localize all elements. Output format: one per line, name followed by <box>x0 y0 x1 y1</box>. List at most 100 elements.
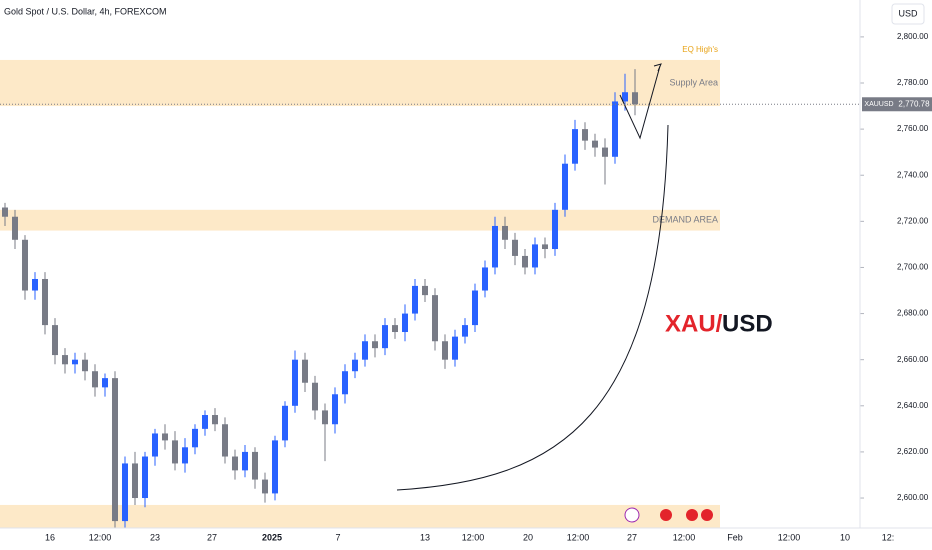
candle-body <box>422 285 428 296</box>
candle-body <box>442 341 448 360</box>
candle-body <box>352 359 358 372</box>
candle-body <box>2 207 8 217</box>
candle-body <box>22 239 28 291</box>
candle-body <box>622 92 628 102</box>
candle-body <box>332 394 338 425</box>
candle-body <box>152 433 158 457</box>
currency-button[interactable] <box>891 3 925 25</box>
x-tick-label: 27 <box>207 532 217 542</box>
x-tick-label: 12: <box>882 532 895 542</box>
event-icon[interactable] <box>660 509 672 521</box>
candle-body <box>222 424 228 457</box>
candle-body <box>142 456 148 499</box>
candle-body <box>122 463 128 522</box>
currency[interactable]: USD <box>898 8 918 18</box>
candle-body <box>342 371 348 395</box>
candle-body <box>412 285 418 314</box>
candle-body <box>322 410 328 425</box>
y-tick-label: 2,720.00 <box>897 216 929 225</box>
y-tick-label: 2,620.00 <box>897 447 929 456</box>
candle-body <box>582 129 588 141</box>
candle-body <box>32 278 38 291</box>
candle-body <box>162 433 168 441</box>
y-tick-label: 2,660.00 <box>897 355 929 364</box>
price-tag <box>896 97 932 112</box>
candle-body <box>12 216 18 240</box>
x-tick-label: Feb <box>727 532 743 542</box>
candle-body <box>372 341 378 349</box>
candle-body <box>602 147 608 157</box>
candle-body <box>82 359 88 372</box>
y-tick-label: 2,740.00 <box>897 170 929 179</box>
candle-body <box>542 244 548 250</box>
candle-body <box>272 440 278 494</box>
zone-label: DEMAND AREA <box>652 215 718 225</box>
candle-body <box>102 378 108 388</box>
candle-body <box>262 479 268 494</box>
x-tick-label: 12:00 <box>89 532 112 542</box>
x-tick-label: 16 <box>45 532 55 542</box>
x-tick-label: 13 <box>420 532 430 542</box>
pair-label-b: USD <box>722 310 773 337</box>
candle-body <box>72 359 78 365</box>
candle-body <box>212 415 218 425</box>
event-icon[interactable] <box>624 507 640 523</box>
zone <box>0 504 720 528</box>
candle-body <box>132 463 138 499</box>
candle-body <box>382 325 388 349</box>
chart-title: Gold Spot / U.S. Dollar, 4h, FOREXCOM <box>4 6 167 16</box>
x-tick-label: 12:00 <box>673 532 696 542</box>
candle-body <box>532 244 538 268</box>
x-tick-label: 12:00 <box>778 532 801 542</box>
x-tick-label: 27 <box>627 532 637 542</box>
candle-body <box>362 341 368 360</box>
candle-body <box>302 359 308 383</box>
event-icon[interactable] <box>701 509 713 521</box>
candle-body <box>462 325 468 337</box>
y-tick-label: 2,680.00 <box>897 309 929 318</box>
candle-body <box>202 415 208 429</box>
candle-body <box>92 371 98 388</box>
candle-body <box>312 382 318 411</box>
arrow-head <box>653 63 662 72</box>
y-tick-label: 2,760.00 <box>897 124 929 133</box>
x-tick-label: 23 <box>150 532 160 542</box>
x-tick-label: 7 <box>335 532 340 542</box>
candle-body <box>612 101 618 157</box>
zone <box>0 209 720 231</box>
pair-label-a: XAU/ <box>665 310 723 337</box>
candle-body <box>52 325 58 356</box>
candle-body <box>252 451 258 480</box>
symbol-tag <box>862 97 896 112</box>
candle-body <box>492 225 498 268</box>
y-tick-label: 2,640.00 <box>897 401 929 410</box>
candle-body <box>232 456 238 471</box>
candle-body <box>282 405 288 441</box>
price-label: 2,770.78 <box>898 99 930 108</box>
candle-body <box>402 313 408 333</box>
candle-body <box>192 428 198 448</box>
candle-body <box>502 225 508 240</box>
event-icon[interactable] <box>686 509 698 521</box>
candle-body <box>452 336 458 360</box>
symbol-label: XAUUSD <box>864 101 893 108</box>
candle-body <box>472 290 478 326</box>
candle-body <box>172 440 178 464</box>
candle-body <box>592 140 598 148</box>
y-tick-label: 2,600.00 <box>897 493 929 502</box>
candle-body <box>432 295 438 342</box>
zone <box>0 59 720 107</box>
candle-body <box>242 451 248 471</box>
candle-body <box>482 267 488 291</box>
y-tick-label: 2,780.00 <box>897 78 929 87</box>
candle-body <box>522 255 528 268</box>
candle-body <box>62 355 68 365</box>
y-tick-label: 2,800.00 <box>897 32 929 41</box>
projection-path <box>619 65 661 140</box>
candle-body <box>112 378 118 522</box>
candle-body <box>42 278 48 326</box>
candle-body <box>512 239 518 256</box>
eq-highs-label: EQ High's <box>682 45 718 54</box>
x-tick-label: 20 <box>523 532 533 542</box>
